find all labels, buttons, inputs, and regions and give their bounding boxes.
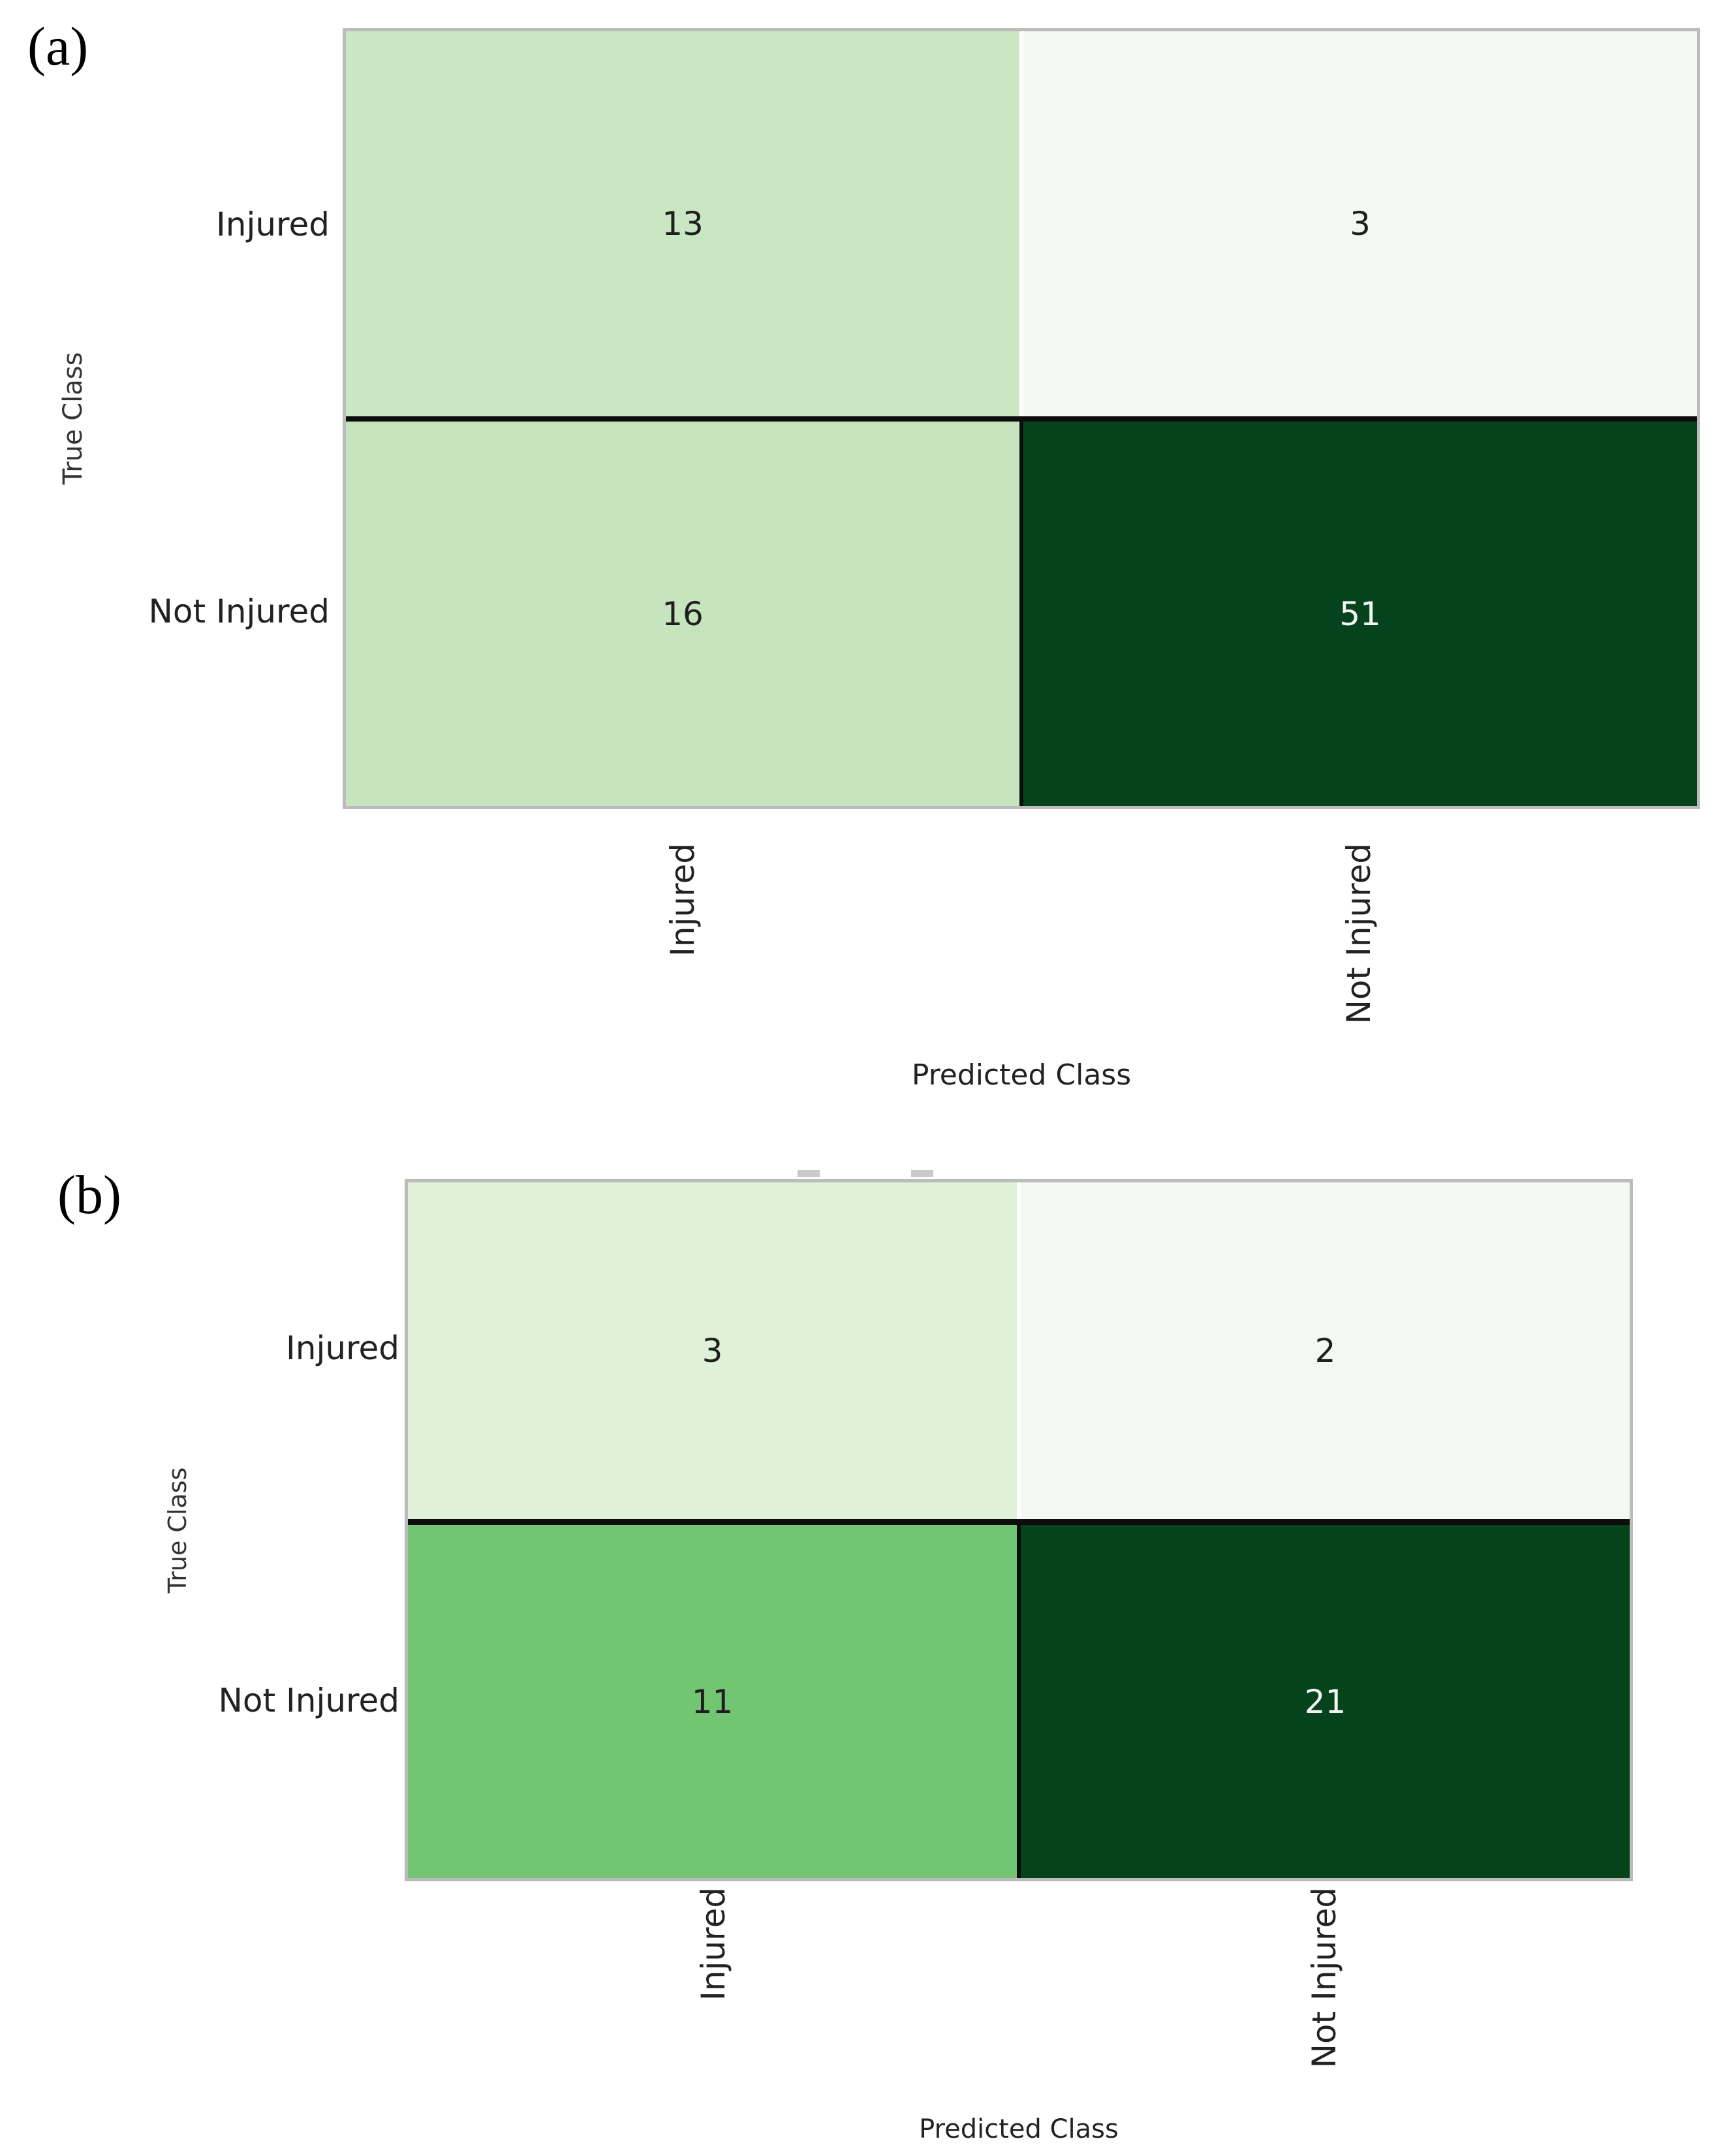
panel-a-y-axis-label: True Class: [58, 352, 88, 485]
panel-b-row-tick-not-injured: Not Injured: [218, 1682, 399, 1719]
panel-a-row-divider-line: [346, 416, 1697, 422]
panel-a-cell-notinjured-injured: 16: [346, 422, 1019, 806]
panel-a-matrix: 13 3 16 51: [343, 28, 1700, 809]
panel-b-y-axis-label: True Class: [163, 1467, 192, 1594]
panel-b-col-tick-not-injured: Not Injured: [1305, 1887, 1343, 2069]
panel-b-row-tick-injured: Injured: [286, 1329, 399, 1367]
panel-b-cell-injured-notinjured: 2: [1021, 1182, 1630, 1519]
panel-b-x-axis-label: Predicted Class: [919, 2114, 1119, 2144]
panel-b-tag: (b): [57, 1165, 121, 1225]
panel-b-cell-notinjured-notinjured: 21: [1021, 1525, 1630, 1878]
panel-b-column-divider-line: [1017, 1525, 1021, 1878]
panel-b-cell-notinjured-injured: 11: [408, 1525, 1017, 1878]
panel-a-tag: (a): [27, 16, 89, 77]
panel-a-x-axis-label: Predicted Class: [911, 1058, 1132, 1092]
panel-b-cell-injured-injured: 3: [408, 1182, 1017, 1519]
panel-b-col-tick-injured: Injured: [694, 1887, 732, 2001]
panel-a-cell-injured-injured: 13: [346, 31, 1019, 416]
tick-mark: [798, 1170, 820, 1177]
panel-a-row-tick-not-injured: Not Injured: [148, 593, 330, 630]
panel-a-row-tick-injured: Injured: [216, 206, 330, 243]
panel-b-row-divider-line: [408, 1519, 1630, 1525]
panel-b-matrix: 3 2 11 21: [405, 1179, 1633, 1881]
panel-a-cell-injured-notinjured: 3: [1023, 31, 1697, 416]
panel-a-col-tick-not-injured: Not Injured: [1340, 843, 1378, 1024]
panel-a-cell-notinjured-notinjured: 51: [1023, 422, 1697, 806]
panel-a-column-divider-line: [1019, 422, 1023, 806]
panel-a-col-tick-injured: Injured: [664, 843, 702, 957]
tick-mark: [911, 1170, 933, 1177]
